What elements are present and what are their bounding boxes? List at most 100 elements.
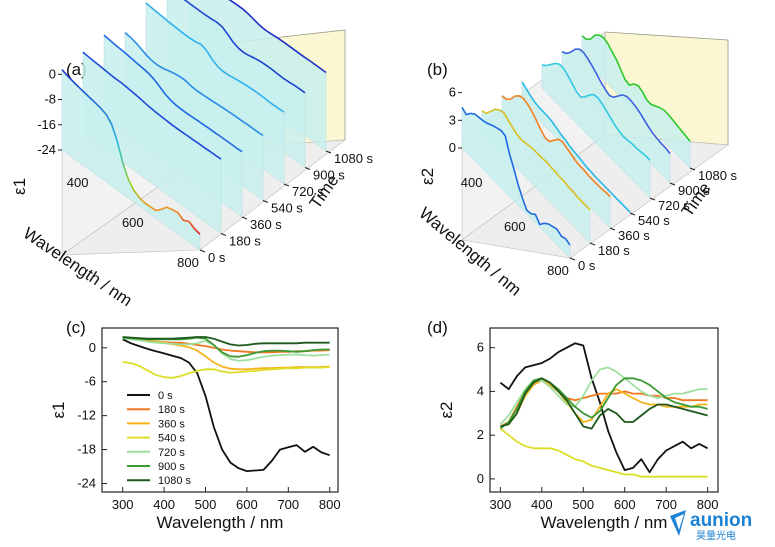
z-tick-label: 3 — [449, 112, 456, 127]
time-tick-mark — [669, 182, 676, 186]
time-tick-label: 360 s — [250, 217, 282, 232]
z-tick-label: -24 — [37, 142, 56, 157]
y-tick-label: -12 — [77, 408, 96, 423]
plot-frame — [101, 327, 339, 493]
time-tick-label: 1080 s — [698, 168, 738, 183]
waterfall-slice-line-540s — [521, 81, 631, 213]
y-tick-label: -18 — [77, 442, 96, 457]
z-tick-label: -16 — [37, 117, 56, 132]
x-tick-label: 600 — [504, 219, 526, 234]
legend-entry: 360 s — [158, 418, 185, 430]
waterfall-slice-line-180s — [82, 51, 222, 160]
time-tick-mark — [629, 212, 636, 216]
panel-b-label: (b) — [427, 60, 448, 79]
panel-c-plot: 300 400 500 600 700 800 0 -6 -12 -18 -24 Wavelength… — [49, 327, 341, 532]
time-tick-mark — [609, 227, 616, 231]
panel-b-z-label: ε2 — [418, 168, 437, 185]
panel-a-label: (a) — [66, 60, 87, 79]
x-tick-label: 400 — [531, 497, 553, 512]
time-tick-mark — [589, 242, 596, 246]
panel-c-label: (c) — [66, 318, 86, 337]
y-tick-label: -6 — [84, 374, 96, 389]
time-tick-label: 900 s — [313, 168, 345, 183]
time-tick-mark — [283, 183, 290, 187]
time-tick-mark — [649, 197, 656, 201]
x-tick-label: 600 — [122, 215, 144, 230]
z-tick-label: -8 — [44, 92, 56, 107]
y-tick-label: 0 — [477, 471, 484, 486]
waterfall-slice-line-360s — [103, 34, 243, 153]
time-tick-mark — [325, 150, 332, 154]
time-tick-mark — [262, 200, 269, 203]
legend-entry: 0 s — [158, 390, 173, 402]
x-tick-label: 500 — [195, 497, 217, 512]
panel-a-x-ticks: 400 600 800 — [67, 175, 199, 270]
x-tick-label: 600 — [236, 497, 258, 512]
z-tick-label: 6 — [449, 85, 456, 100]
time-tick-label: 720 s — [292, 184, 324, 199]
time-tick-label: 900 s — [678, 183, 710, 198]
series-line-540s — [122, 361, 330, 379]
plot-frame — [489, 327, 719, 493]
x-tick-label: 300 — [112, 497, 134, 512]
x-tick-label: 400 — [153, 497, 175, 512]
x-axis-label: Wavelength / nm — [157, 513, 284, 532]
time-tick-label: 1080 s — [334, 151, 374, 166]
time-tick-label: 360 s — [618, 228, 650, 243]
x-tick-label: 700 — [655, 497, 677, 512]
panel-a-z-label: ε1 — [10, 178, 29, 195]
waterfall-slice-line-540s — [124, 32, 264, 137]
panel-b-z-ticks: 6 3 0 — [449, 85, 462, 155]
x-tick-label: 600 — [614, 497, 636, 512]
time-tick-label: 180 s — [229, 234, 261, 249]
z-tick-label: 0 — [449, 140, 456, 155]
time-tick-mark — [220, 233, 227, 236]
company-logo: aunion 昊量光电 — [668, 506, 773, 542]
series-line-900s — [499, 377, 708, 430]
x-tick-label: 800 — [177, 255, 199, 270]
x-tick-label: 700 — [277, 497, 299, 512]
panel-d-plot: 300 400 500 600 700 800 0 2 4 6 Wavelength / nm ε2 — [437, 327, 719, 532]
waterfall-slice-line-720s — [145, 2, 285, 113]
waterfall-slice-line-1080s — [581, 34, 691, 142]
x-tick-label: 800 — [319, 497, 341, 512]
legend: 0 s 180 s 360 s 540 s 720 s 900 s 1080 s — [127, 390, 192, 487]
x-tick-label: 500 — [572, 497, 594, 512]
time-tick-label: 0 s — [208, 250, 226, 265]
panel-b-slices — [461, 34, 691, 259]
x-tick-label: 800 — [697, 497, 719, 512]
waterfall-slice-line-720s — [541, 62, 651, 161]
x-tick-label: 400 — [461, 175, 483, 190]
time-tick-label: 0 s — [578, 258, 596, 273]
series-line-540s — [499, 427, 708, 478]
series-line-1080s — [122, 336, 330, 347]
legend-entry: 900 s — [158, 461, 185, 473]
logo-text: aunion — [690, 510, 752, 531]
z-tick-label: 0 — [49, 66, 56, 81]
time-tick-mark — [241, 216, 248, 220]
logo-subtext: 昊量光电 — [696, 529, 736, 542]
x-tick-label: 400 — [67, 175, 89, 190]
series-line-0s — [499, 342, 709, 474]
panel-a-z-ticks: 0 -8 -16 -24 — [37, 66, 62, 157]
time-tick-mark — [304, 167, 311, 170]
x-axis-label: Wavelength / nm — [541, 513, 668, 532]
time-tick-mark — [199, 249, 206, 253]
panel-a-slices — [61, 0, 327, 251]
series-line-1080s — [500, 377, 708, 430]
waterfall-slice-line-1080s — [228, 0, 327, 74]
y-axis-label: ε2 — [437, 401, 456, 418]
time-tick-label: 540 s — [638, 213, 670, 228]
legend-entry: 540 s — [158, 433, 185, 445]
x-tick-label: 300 — [490, 497, 512, 512]
series-line-360s — [122, 336, 330, 371]
y-tick-label: 6 — [477, 340, 484, 355]
time-tick-label: 720 s — [658, 198, 690, 213]
y-tick-label: -24 — [77, 476, 96, 491]
panel-b-x-ticks: 400 600 800 — [461, 175, 569, 278]
series-line-720s — [122, 337, 330, 362]
waterfall-slice-line-900s — [561, 48, 671, 154]
logo-mark-icon: aunion 昊量光电 — [670, 510, 752, 542]
